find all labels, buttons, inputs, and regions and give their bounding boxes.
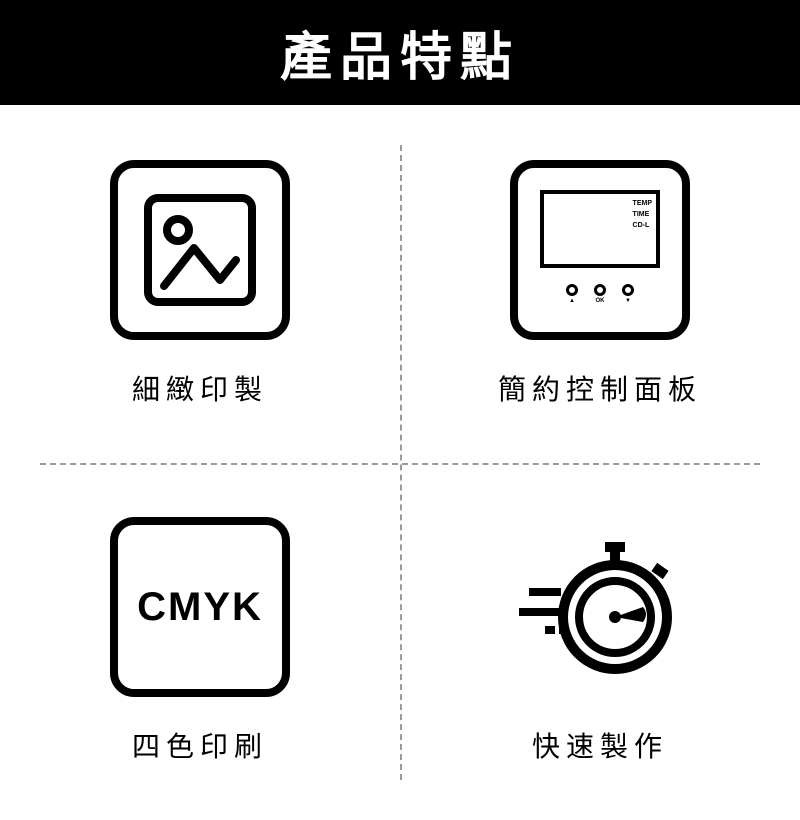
cmyk-text-icon: CMYK (110, 517, 290, 697)
header-title: 產品特點 (280, 15, 520, 90)
panel-button-ok: OK (594, 284, 606, 304)
feature-cell-fast: 快速製作 (400, 463, 800, 820)
panel-label-temp: TEMP (633, 198, 652, 209)
feature-label: 四色印刷 (132, 725, 268, 765)
panel-buttons: ▲ OK ▼ (518, 284, 682, 304)
panel-label-time: TIME (633, 209, 652, 220)
panel-button-down: ▼ (622, 284, 634, 304)
feature-cell-cmyk: CMYK 四色印刷 (0, 463, 400, 820)
panel-labels: TEMP TIME CD-L (633, 198, 652, 232)
feature-cell-fine-print: 細緻印製 (0, 105, 400, 463)
feature-label: 簡約控制面板 (498, 368, 702, 408)
panel-button-up: ▲ (566, 284, 578, 304)
feature-label: 快速製作 (532, 725, 668, 765)
cmyk-text: CMYK (137, 585, 263, 630)
horizontal-divider (40, 463, 760, 465)
header-bar: 產品特點 (0, 0, 800, 105)
image-icon (110, 160, 290, 340)
panel-label-cdl: CD-L (633, 220, 652, 231)
feature-cell-control-panel: TEMP TIME CD-L ▲ OK ▼ 簡約控制面板 (400, 105, 800, 463)
control-panel-icon: TEMP TIME CD-L ▲ OK ▼ (510, 160, 690, 340)
feature-grid: 細緻印製 TEMP TIME CD-L ▲ OK ▼ 簡約控制面板 (0, 105, 800, 820)
stopwatch-speed-icon (510, 517, 690, 697)
feature-label: 細緻印製 (132, 368, 268, 408)
